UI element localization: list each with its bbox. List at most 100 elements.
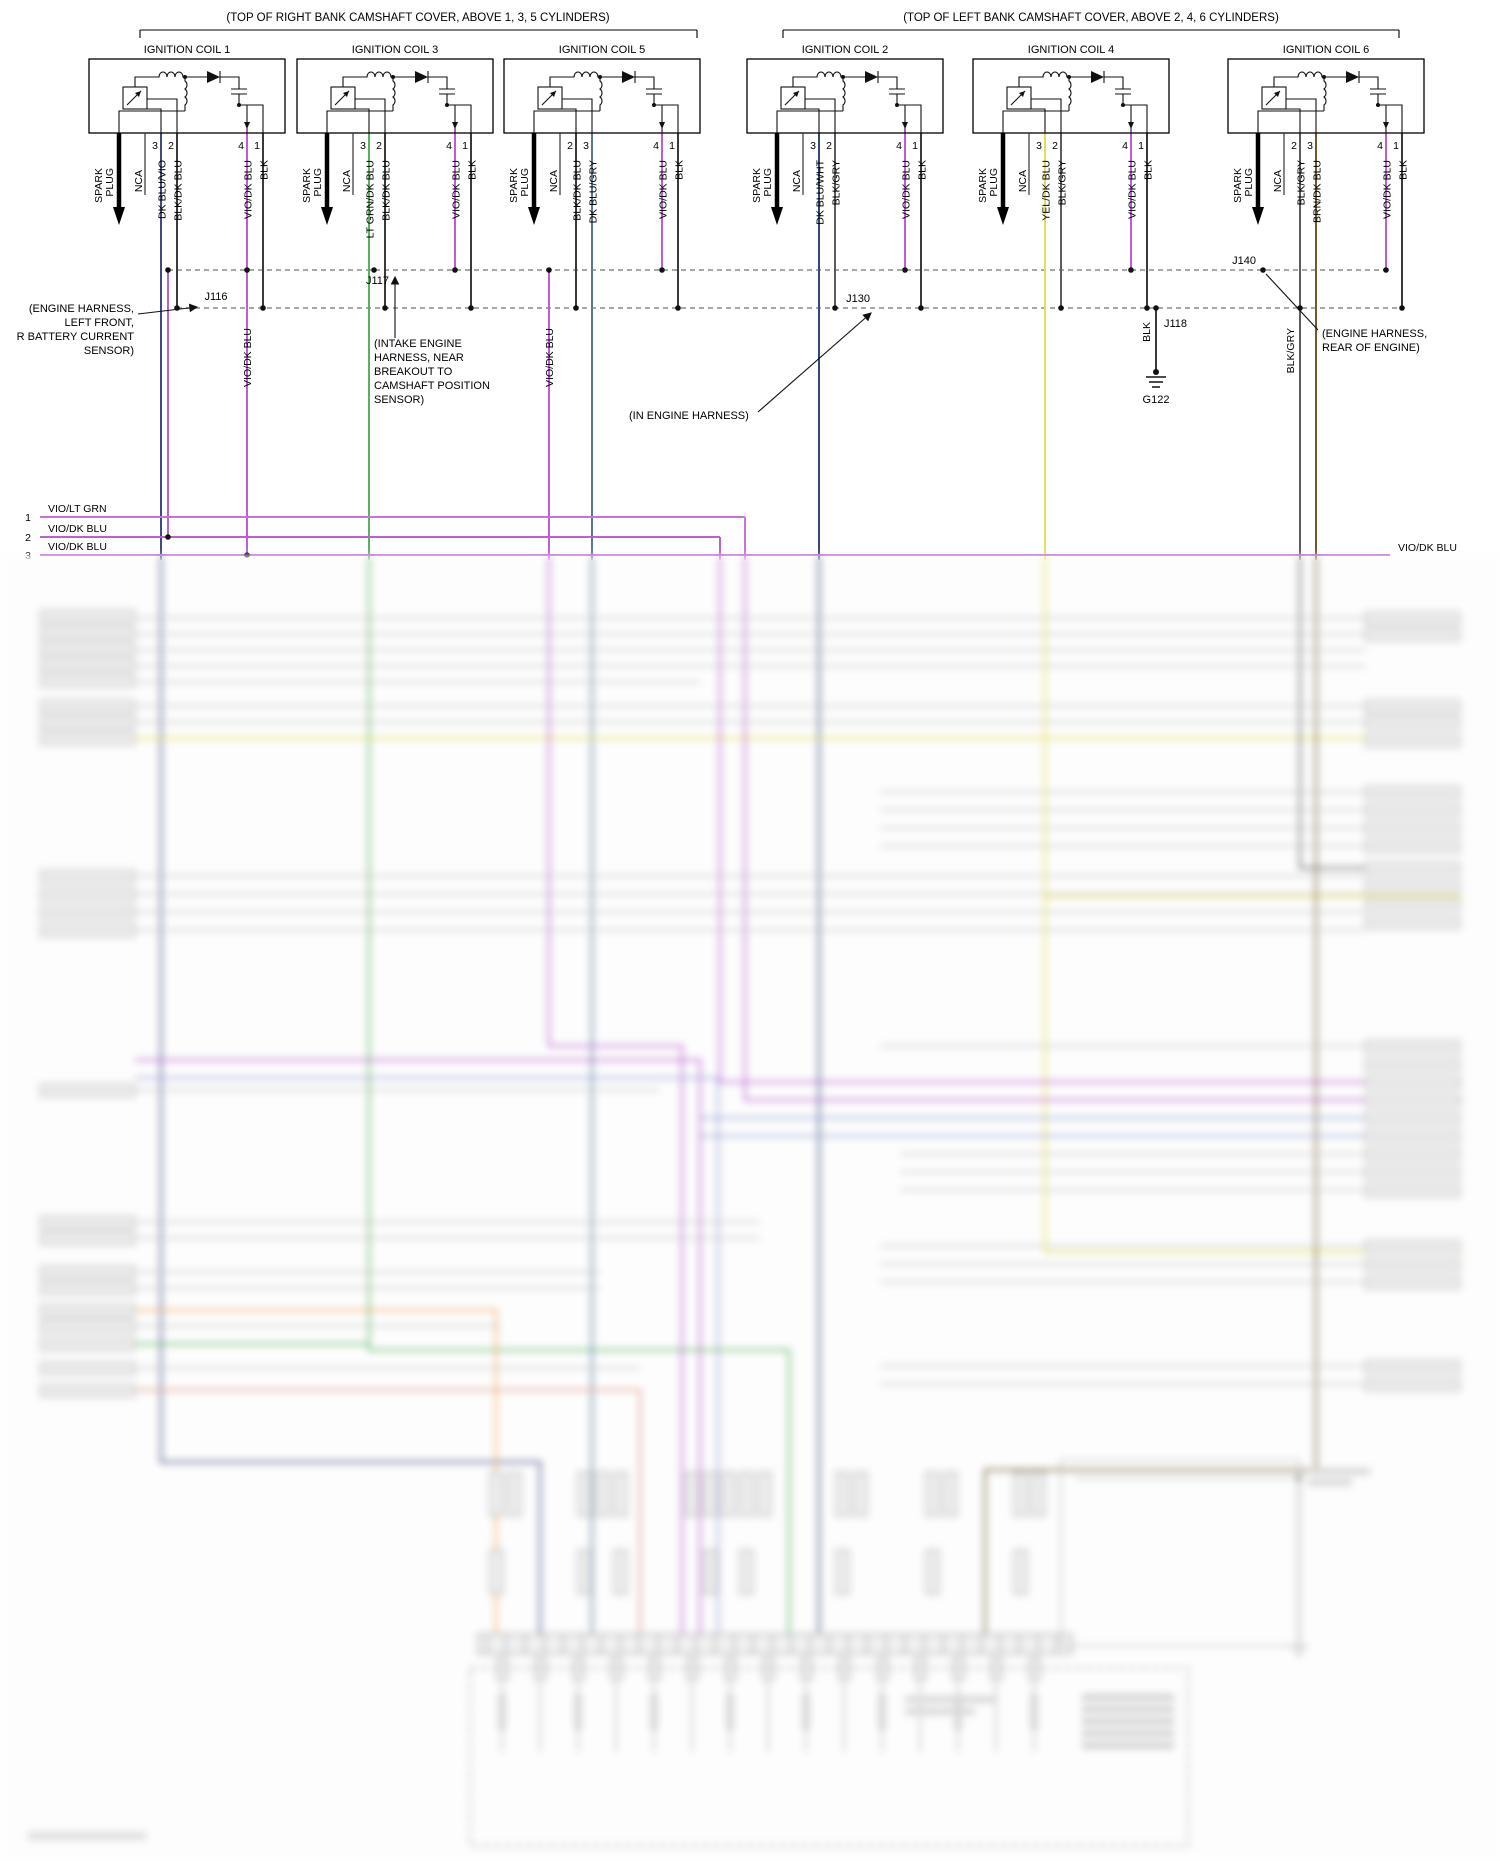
pin-number: 1 xyxy=(1393,140,1399,152)
pin-number: 2 xyxy=(567,140,573,152)
coil-title: IGNITION COIL 2 xyxy=(802,44,888,56)
ignition-coil-6: IGNITION COIL 6 SPARK PLUG NCA 2 BLK/GRY… xyxy=(1227,44,1425,225)
nca-label: NCA xyxy=(791,170,803,192)
pin-number: 4 xyxy=(238,140,244,152)
ignition-coil-2: IGNITION COIL 2 SPARK PLUG NCA 3 DK BLU/… xyxy=(746,44,944,225)
annotation-line: CAMSHAFT POSITION xyxy=(374,380,490,392)
pin-number: 3 xyxy=(1036,140,1042,152)
pin-wire-label: VIO/DK BLU xyxy=(658,160,670,219)
annotation-line: (INTAKE ENGINE xyxy=(374,338,462,350)
annotation-left-sensor: (ENGINE HARNESS, LEFT FRONT, R BATTERY C… xyxy=(17,303,199,357)
spark-plug-arrow-icon xyxy=(321,207,333,225)
blurred-region xyxy=(0,556,1500,1861)
ignition-coil-3: IGNITION COIL 3 SPARK PLUG NCA 3 LT GRN/… xyxy=(296,44,494,238)
plug-label: PLUG xyxy=(988,168,1000,197)
leader-line xyxy=(1265,273,1319,331)
ignition-coil-4: IGNITION COIL 4 SPARK PLUG NCA 3 YEL/DK … xyxy=(972,44,1170,225)
spark-plug-arrow-icon xyxy=(1252,207,1264,225)
row-wire-label: VIO/DK BLU xyxy=(48,541,107,553)
spark-label: SPARK xyxy=(508,168,520,203)
annotation-line: SENSOR) xyxy=(374,394,424,406)
pin-wire-label: BLK/GRY xyxy=(1057,160,1069,205)
plug-label: PLUG xyxy=(1243,168,1255,197)
blk-gry-wire-label: BLK/GRY xyxy=(1285,328,1297,373)
row1-wire xyxy=(40,516,746,560)
leader-arrow xyxy=(757,312,872,413)
junction-j116-label: J116 xyxy=(204,291,227,303)
nca-label: NCA xyxy=(133,170,145,192)
pin-wire-label: BLK xyxy=(917,160,929,180)
nca-label: NCA xyxy=(1272,170,1284,192)
pin-number: 4 xyxy=(896,140,902,152)
pin-wire-label: BLK/GRY xyxy=(1296,160,1308,205)
spark-plug-arrow-icon xyxy=(997,207,1009,225)
coil-box xyxy=(1227,58,1425,134)
annotation-in-engine-harness: (IN ENGINE HARNESS) xyxy=(629,312,872,422)
ignition-coil-5: IGNITION COIL 5 SPARK PLUG NCA 2 BLK/DK … xyxy=(503,44,701,225)
annotation-line: HARNESS, NEAR xyxy=(374,352,464,364)
right-bank-title: (TOP OF RIGHT BANK CAMSHAFT COVER, ABOVE… xyxy=(226,12,609,24)
junction-j130-label: J130 xyxy=(846,293,870,305)
spark-plug-arrow-icon xyxy=(528,207,540,225)
coil-box xyxy=(296,58,494,134)
junction-j118-label: J118 xyxy=(1164,318,1187,330)
spark-plug-arrow-icon xyxy=(771,207,783,225)
coil-title: IGNITION COIL 3 xyxy=(352,44,438,56)
spark-label: SPARK xyxy=(93,168,105,203)
coil-title: IGNITION COIL 1 xyxy=(144,44,230,56)
pin-wire-label: BRN/DK BLU xyxy=(1312,160,1324,223)
right-bank-bracket xyxy=(139,29,698,38)
pin-wire-label: DK BLU/GRY xyxy=(588,160,600,223)
annotation-line: LEFT FRONT, xyxy=(65,317,134,329)
pin-number: 3 xyxy=(583,140,589,152)
row-wire-label-right: VIO/DK BLU xyxy=(1398,542,1457,554)
pin-wire-label: YEL/DK BLU xyxy=(1041,160,1053,221)
splice-buses xyxy=(168,269,1402,309)
pin-wire-label: BLK/DK BLU xyxy=(381,160,393,221)
coil-box xyxy=(972,58,1170,134)
pin-wire-label: BLK xyxy=(1143,160,1155,180)
row-wire-label: VIO/DK BLU xyxy=(48,523,107,535)
header-right-bank: (TOP OF RIGHT BANK CAMSHAFT COVER, ABOVE… xyxy=(139,12,698,38)
pin-number: 1 xyxy=(912,140,918,152)
left-bank-bracket xyxy=(782,29,1400,38)
leader-arrow xyxy=(137,303,199,315)
pin-number: 1 xyxy=(462,140,468,152)
pin-number: 2 xyxy=(168,140,174,152)
coil-box xyxy=(746,58,944,134)
ignition-coil-1: IGNITION COIL 1 SPARK PLUG NCA 3 DK BLU/… xyxy=(88,44,286,225)
nca-label: NCA xyxy=(341,170,353,192)
pin-number: 1 xyxy=(254,140,260,152)
nca-label: NCA xyxy=(548,170,560,192)
pin-number: 4 xyxy=(653,140,659,152)
wires xyxy=(40,133,1403,560)
annotation-line: (IN ENGINE HARNESS) xyxy=(629,410,749,422)
junction-dots xyxy=(165,267,1405,558)
pin-wire-label: DK BLU/VIO xyxy=(157,160,169,219)
pin-number: 3 xyxy=(810,140,816,152)
wire-color-labels: VIO/DK BLU VIO/DK BLU BLK/GRY xyxy=(242,328,1297,387)
junction-j117-label: J117 xyxy=(366,275,389,287)
pin-number: 4 xyxy=(1122,140,1128,152)
coil-title: IGNITION COIL 4 xyxy=(1028,44,1114,56)
pin-wire-label: BLK xyxy=(1398,160,1410,180)
pin-number: 2 xyxy=(1052,140,1058,152)
annotation-line: R BATTERY CURRENT xyxy=(17,331,135,343)
plug-label: PLUG xyxy=(762,168,774,197)
coil-box xyxy=(88,58,286,134)
pin-wire-label: BLK/GRY xyxy=(831,160,843,205)
pin-number: 4 xyxy=(1377,140,1383,152)
ground-g122-label: G122 xyxy=(1143,394,1170,406)
blk-wire-label: BLK xyxy=(1141,322,1153,342)
pin-number: 3 xyxy=(152,140,158,152)
pin-number: 1 xyxy=(1138,140,1144,152)
plug-label: PLUG xyxy=(312,168,324,197)
vio-dk-blu-wires xyxy=(167,133,1387,560)
pin-wire-label: BLK/DK BLU xyxy=(572,160,584,221)
pin-wire-label: VIO/DK BLU xyxy=(1127,160,1139,219)
annotation-line: SENSOR) xyxy=(84,345,134,357)
row-number: 1 xyxy=(25,512,31,524)
pin-wire-label: LT GRN/DK BLU xyxy=(365,160,377,238)
